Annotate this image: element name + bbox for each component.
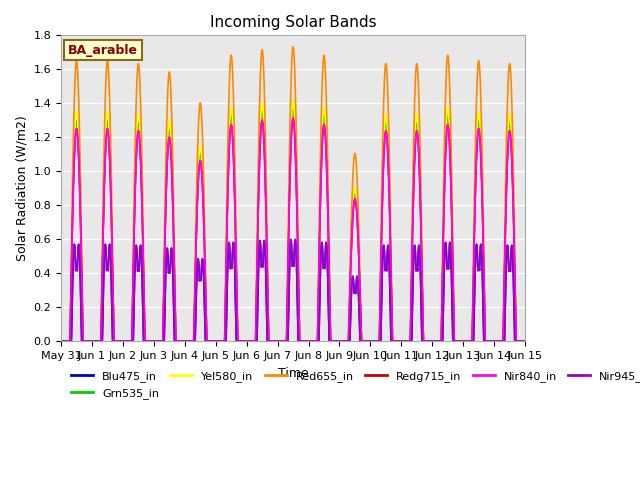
Redg715_in — [371, 338, 379, 344]
Yel580_in — [275, 338, 283, 344]
Red655_in — [57, 338, 65, 344]
Nir945_in — [521, 338, 529, 344]
Text: BA_arable: BA_arable — [68, 44, 138, 57]
Yel580_in — [521, 338, 529, 344]
Blu475_in — [141, 338, 148, 344]
Nir945_in — [521, 338, 529, 344]
Redg715_in — [521, 338, 529, 344]
Red655_in — [289, 44, 297, 50]
X-axis label: Time: Time — [278, 367, 308, 380]
Nir840_in — [289, 115, 297, 121]
Blu475_in — [57, 338, 65, 344]
Red655_in — [275, 338, 283, 344]
Blu475_in — [521, 338, 529, 344]
Line: Grn535_in: Grn535_in — [61, 109, 525, 341]
Grn535_in — [521, 338, 529, 344]
Red655_in — [423, 338, 431, 344]
Yel580_in — [57, 338, 65, 344]
Grn535_in — [57, 338, 65, 344]
Blu475_in — [397, 338, 404, 344]
Nir840_in — [275, 338, 283, 344]
Redg715_in — [423, 338, 431, 344]
Grn535_in — [275, 338, 283, 344]
Redg715_in — [521, 338, 529, 344]
Line: Nir840_in: Nir840_in — [61, 118, 525, 341]
Line: Yel580_in: Yel580_in — [61, 100, 525, 341]
Red655_in — [397, 338, 404, 344]
Blu475_in — [521, 338, 529, 344]
Nir945_in — [57, 338, 65, 344]
Nir840_in — [57, 338, 65, 344]
Redg715_in — [57, 338, 65, 344]
Redg715_in — [275, 338, 283, 344]
Yel580_in — [289, 97, 297, 103]
Y-axis label: Solar Radiation (W/m2): Solar Radiation (W/m2) — [15, 115, 28, 261]
Nir945_in — [287, 237, 294, 242]
Red655_in — [521, 338, 529, 344]
Yel580_in — [141, 313, 148, 319]
Nir945_in — [371, 338, 379, 344]
Grn535_in — [141, 314, 148, 320]
Nir945_in — [275, 338, 283, 344]
Redg715_in — [397, 338, 404, 344]
Blu475_in — [371, 338, 379, 344]
Red655_in — [521, 338, 529, 344]
Nir840_in — [141, 315, 148, 321]
Blu475_in — [423, 338, 431, 344]
Nir840_in — [397, 338, 404, 344]
Nir945_in — [141, 338, 148, 344]
Grn535_in — [289, 107, 297, 112]
Grn535_in — [397, 338, 404, 344]
Redg715_in — [289, 115, 297, 121]
Yel580_in — [521, 338, 529, 344]
Red655_in — [141, 307, 148, 313]
Line: Redg715_in: Redg715_in — [61, 118, 525, 341]
Legend: Blu475_in, Grn535_in, Yel580_in, Red655_in, Redg715_in, Nir840_in, Nir945_in: Blu475_in, Grn535_in, Yel580_in, Red655_… — [67, 367, 640, 403]
Blu475_in — [275, 338, 283, 344]
Nir840_in — [521, 338, 529, 344]
Yel580_in — [423, 338, 431, 344]
Nir840_in — [521, 338, 529, 344]
Line: Red655_in: Red655_in — [61, 47, 525, 341]
Yel580_in — [371, 338, 379, 344]
Blu475_in — [287, 237, 294, 242]
Nir840_in — [371, 338, 379, 344]
Line: Blu475_in: Blu475_in — [61, 240, 525, 341]
Line: Nir945_in: Nir945_in — [61, 240, 525, 341]
Nir840_in — [423, 338, 431, 344]
Yel580_in — [397, 338, 404, 344]
Red655_in — [371, 338, 379, 344]
Redg715_in — [141, 315, 148, 321]
Nir945_in — [397, 338, 404, 344]
Nir945_in — [423, 338, 431, 344]
Grn535_in — [423, 338, 431, 344]
Grn535_in — [521, 338, 529, 344]
Title: Incoming Solar Bands: Incoming Solar Bands — [210, 15, 376, 30]
Grn535_in — [371, 338, 379, 344]
